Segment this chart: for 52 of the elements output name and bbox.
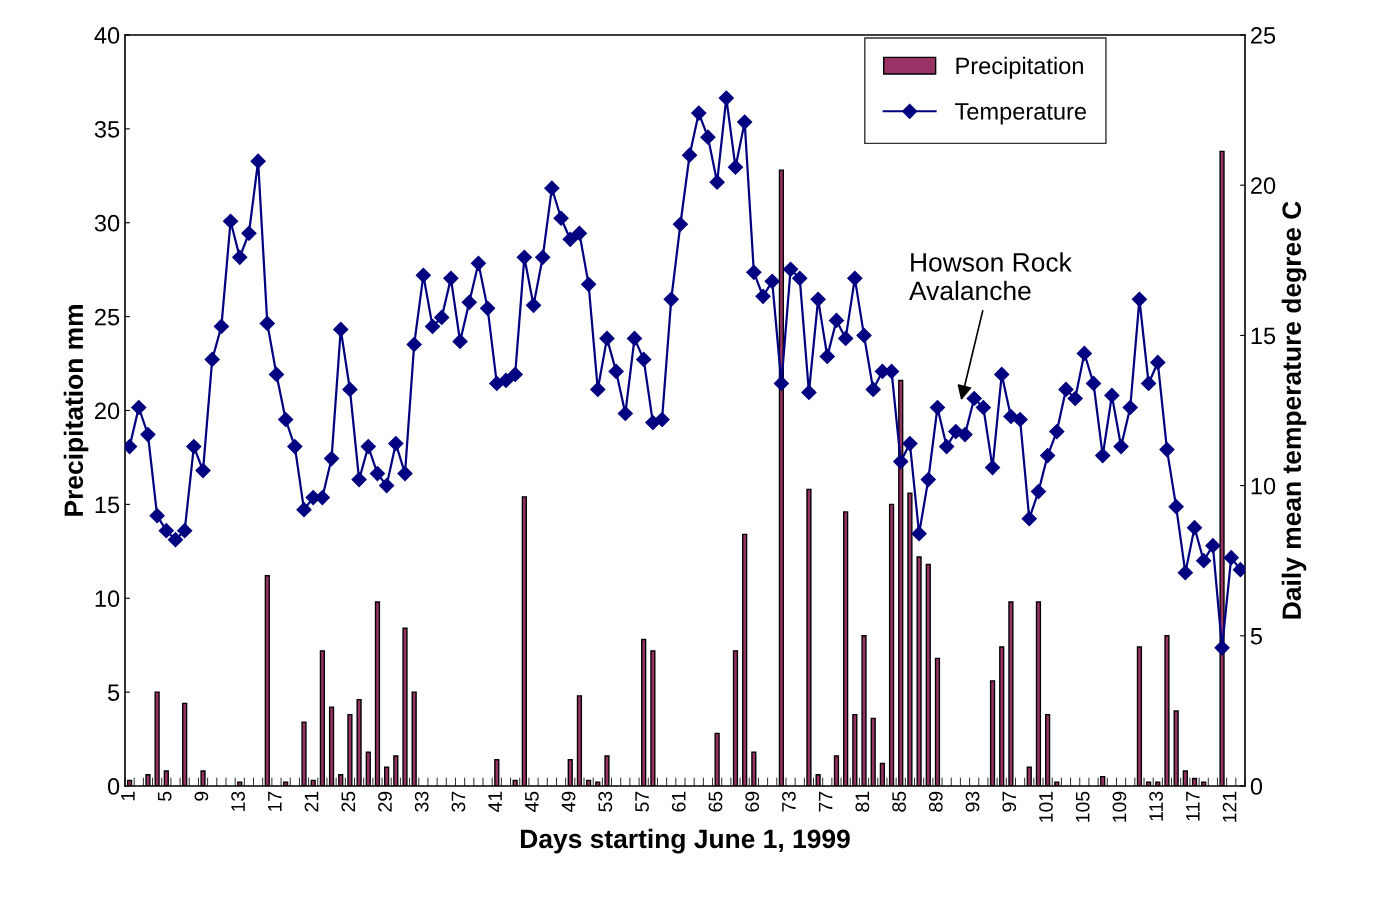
x-tick-label: 73	[782, 791, 796, 812]
y2-tick-label: 25	[1251, 27, 1276, 44]
x-tick-label: 53	[598, 791, 613, 812]
x-tick-label: 113	[1149, 791, 1164, 821]
y-tick-label: 40	[94, 27, 120, 44]
x-tick-label: 37	[451, 791, 466, 812]
y2-tick-label: 20	[1251, 177, 1276, 194]
y-axis-title: Precipitation mm	[63, 305, 89, 516]
y-tick-label: 10	[95, 590, 120, 608]
x-tick-label: 77	[818, 791, 833, 812]
legend-label: Temperature	[955, 103, 1087, 125]
x-tick-label: 69	[745, 791, 760, 812]
y-tick-label: 30	[94, 214, 120, 232]
x-tick-label: 61	[671, 791, 686, 812]
x-tick-label: 25	[341, 791, 356, 812]
y2-tick-label: 15	[1251, 327, 1276, 345]
x-tick-label: 105	[1075, 791, 1090, 822]
y-tick-label: 0	[107, 778, 120, 795]
y-tick-label: 35	[94, 120, 120, 138]
x-tick-label: 5	[157, 791, 172, 801]
y2-axis-title: Daily mean temperature degree C	[1281, 201, 1307, 619]
x-axis-title: Days starting June 1, 1999	[521, 828, 850, 854]
x-tick-label: 57	[635, 791, 649, 812]
y2-tick-label: 10	[1251, 477, 1276, 495]
x-tick-label: 17	[268, 791, 282, 811]
x-tick-label: 9	[194, 791, 209, 801]
x-tick-label: 117	[1186, 791, 1200, 821]
x-tick-label: 109	[1112, 791, 1127, 822]
x-tick-label: 41	[488, 791, 502, 813]
x-tick-label: 1	[121, 791, 135, 801]
y2-tick-label: 5	[1250, 628, 1262, 645]
x-tick-label: 45	[525, 791, 539, 813]
x-tick-label: 97	[1002, 791, 1017, 812]
y2-tick-label: 0	[1250, 778, 1263, 795]
x-tick-label: 21	[304, 791, 319, 812]
y-tick-label: 20	[95, 402, 120, 420]
x-tick-label: 29	[378, 791, 392, 812]
x-tick-label: 89	[928, 791, 943, 812]
x-tick-label: 85	[892, 791, 906, 812]
x-tick-label: 81	[855, 791, 870, 812]
y-tick-label: 15	[95, 496, 120, 514]
x-tick-label: 121	[1222, 791, 1237, 822]
annotation: Howson Rock Avalanche	[909, 252, 1072, 301]
y-tick-label: 5	[107, 684, 120, 701]
x-tick-label: 101	[1039, 791, 1053, 822]
legend-label: Precipitation	[956, 56, 1083, 79]
x-tick-label: 13	[231, 791, 245, 811]
x-tick-label: 93	[965, 791, 980, 812]
x-tick-label: 65	[708, 791, 723, 812]
x-tick-label: 49	[561, 791, 576, 813]
y-tick-label: 25	[95, 308, 120, 326]
x-tick-label: 33	[414, 791, 429, 812]
